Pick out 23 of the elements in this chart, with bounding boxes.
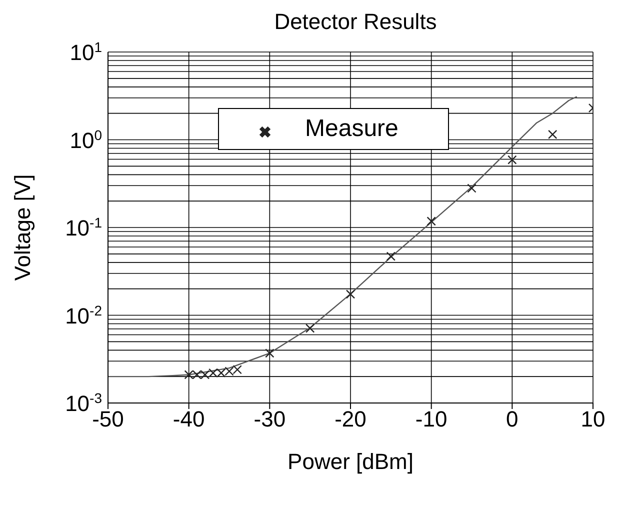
y-tick-label: 10$^{-2}$ xyxy=(65,302,102,328)
line-series xyxy=(108,96,578,378)
point xyxy=(386,252,396,261)
x-tick-label: -30 xyxy=(254,406,286,432)
legend-label: Measure xyxy=(305,115,398,142)
x-axis-title: Power [dBm] xyxy=(288,449,414,474)
x-tick-label: 0 xyxy=(506,406,518,432)
point xyxy=(467,184,476,193)
x-tick-label: 10 xyxy=(580,406,606,432)
y-tick-label: 10$^{0}$ xyxy=(70,126,102,153)
point xyxy=(265,348,274,358)
point xyxy=(305,324,315,333)
x-tick-label: -40 xyxy=(172,406,205,432)
y-axis-title: Voltage [V] xyxy=(10,174,35,281)
chart-title: Detector Results xyxy=(273,8,438,36)
point xyxy=(508,155,517,164)
x-tick-label: -10 xyxy=(415,406,448,432)
point xyxy=(346,290,356,299)
y-tick-label: 10$^{-1}$ xyxy=(65,214,102,240)
y-tick-label: 10$^{1}$ xyxy=(70,39,102,65)
point xyxy=(426,216,436,226)
point xyxy=(548,130,558,140)
x-tick-label: -20 xyxy=(334,406,366,432)
